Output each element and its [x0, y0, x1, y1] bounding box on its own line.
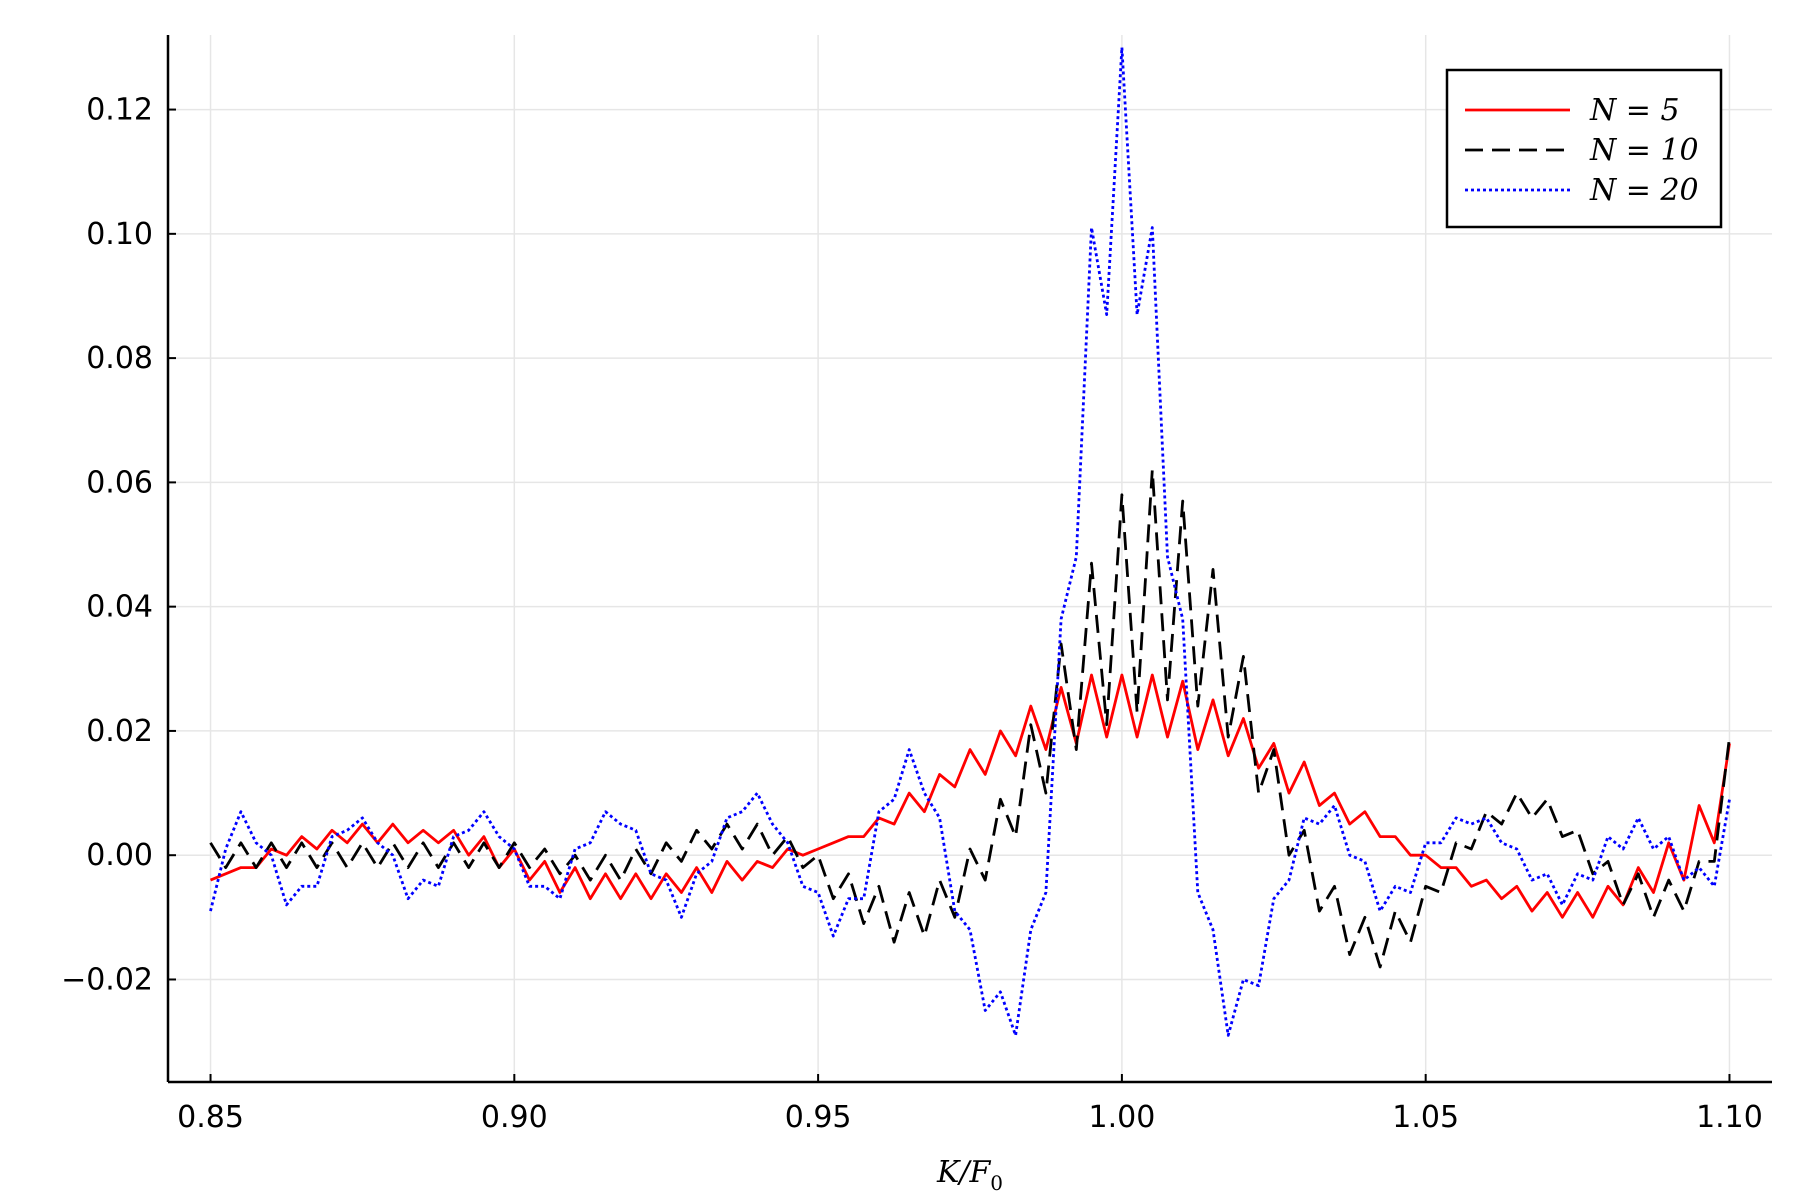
y-tick-label: 0.02 — [86, 714, 153, 749]
series-line-3 — [209, 46, 1731, 1037]
legend-label-2: N = 10 — [1589, 133, 1699, 168]
x-tick-label: 1.05 — [1392, 1100, 1459, 1135]
series-group — [209, 46, 1731, 1037]
y-tick-label: 0.12 — [86, 93, 153, 128]
x-axis-title-base: K/F — [936, 1155, 992, 1190]
x-tick-label: 1.00 — [1088, 1100, 1155, 1135]
y-tick-label: 0.04 — [86, 590, 153, 625]
tick-labels: 0.85 0.90 0.95 1.00 1.05 1.10 −0.02 0.00 0.02 0.0… — [61, 93, 1763, 1135]
x-tick-label: 0.95 — [785, 1100, 852, 1135]
x-tick-label: 1.10 — [1696, 1100, 1763, 1135]
y-tick-label: 0.08 — [86, 341, 153, 376]
y-tick-label: 0.10 — [86, 217, 153, 252]
series-line-2 — [209, 468, 1731, 969]
x-axis-title: K/F0 — [936, 1155, 1003, 1195]
x-tick-label: 0.85 — [177, 1100, 244, 1135]
y-tick-label: 0.00 — [86, 838, 153, 873]
legend-box — [1445, 68, 1723, 229]
y-tick-label: −0.02 — [61, 962, 153, 997]
x-axis-title-subscript: 0 — [990, 1171, 1003, 1195]
x-axis-label: K/F0 — [936, 1155, 1003, 1195]
legend: N = 5 N = 10 N = 20 — [1445, 68, 1723, 229]
series-line-1 — [209, 673, 1731, 919]
legend-label-3: N = 20 — [1589, 173, 1699, 208]
grid-lines — [168, 35, 1772, 1082]
legend-label-1: N = 5 — [1589, 93, 1680, 128]
y-tick-label: 0.06 — [86, 465, 153, 500]
axes — [166, 35, 1772, 1084]
x-tick-label: 0.90 — [481, 1100, 548, 1135]
